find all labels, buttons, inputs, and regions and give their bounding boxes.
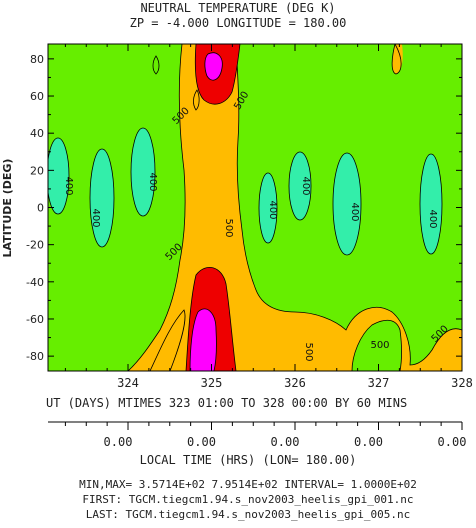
y-tick-label: -20 [26,239,44,252]
contour-label: 400 [300,176,311,195]
y-axis-label: LATITUDE (DEG) [1,159,14,258]
field-below-400 [48,128,442,371]
x-tick-label: 326 [284,376,306,390]
contour-label: 400 [63,176,74,195]
y-tick-label: -40 [26,276,44,289]
cool-region-1 [48,138,69,214]
x-tick-label: 328 [451,376,473,390]
x-tick-label: 325 [201,376,223,390]
cool-region-2 [90,149,114,247]
chart-title: NEUTRAL TEMPERATURE (DEG K) [140,1,335,15]
x-tick-label: 324 [117,376,139,390]
y-tick-label: 60 [30,90,44,103]
lt-tick-label: 0.00 [271,435,300,449]
contour-label: 400 [349,202,360,221]
y-tick-label: 80 [30,53,44,66]
lt-tick-label: 0.00 [438,435,467,449]
contour-label: 400 [427,209,438,228]
cool-region-6 [333,153,361,255]
contour-label: 500 [303,342,314,361]
cool-region-3 [131,128,155,216]
x-tick-label: 327 [368,376,390,390]
cool-region-7 [420,154,442,254]
local-time-axis: 0.00 0.00 0.00 0.00 0.00 [48,421,467,449]
y-tick-label: 0 [37,202,44,215]
contour-label: 400 [90,208,101,227]
lt-tick-label: 0.00 [354,435,383,449]
minmax-line: MIN,MAX= 3.5714E+02 7.9514E+02 INTERVAL=… [79,478,417,491]
x-axis-label: UT (DAYS) MTIMES 323 01:00 TO 328 00:00 … [46,396,407,410]
chart-subtitle: ZP = -4.000 LONGITUDE = 180.00 [130,16,347,30]
last-file-line: LAST: TGCM.tiegcm1.94.s_nov2003_heelis_g… [86,508,411,521]
y-tick-label: -60 [26,313,44,326]
cool-region-5 [289,152,311,220]
contour-label: 400 [147,172,158,191]
local-time-label: LOCAL TIME (HRS) (LON= 180.00) [140,453,357,467]
y-tick-label: 40 [30,127,44,140]
y-tick-label: 20 [30,164,44,177]
contour-label: 500 [370,340,389,351]
contour-label: 500 [223,218,234,237]
field-500-600-patch [392,44,403,74]
lt-tick-label: 0.00 [187,435,216,449]
contour-lines [48,44,462,371]
x-axis: 324 325 326 327 328 [64,44,473,390]
y-axis: 80 60 40 20 0 -20 -40 -60 -80 [26,53,462,363]
lt-tick-label: 0.00 [104,435,133,449]
cool-region-4 [259,173,277,243]
y-tick-label: -80 [26,350,44,363]
first-file-line: FIRST: TGCM.tiegcm1.94.s_nov2003_heelis_… [82,493,413,506]
contour-label: 400 [267,200,278,219]
